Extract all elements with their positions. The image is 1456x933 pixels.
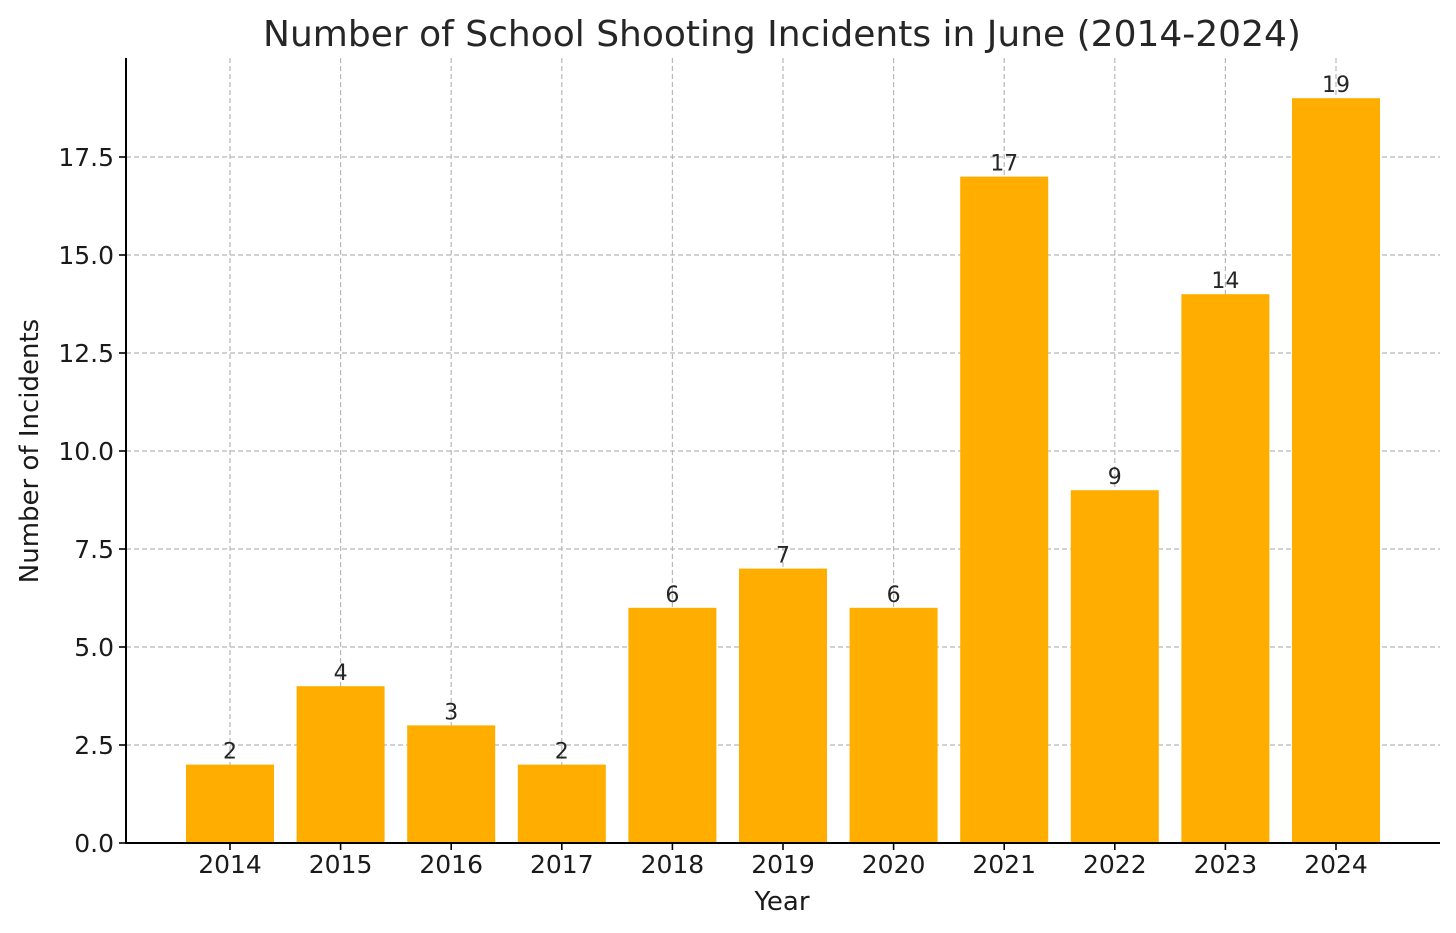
y-axis-label: Number of Incidents bbox=[15, 319, 45, 583]
x-tick-label: 2019 bbox=[751, 850, 815, 879]
data-label-2014: 2 bbox=[223, 740, 237, 765]
axes-layer: 0.0 2.5 5.0 7.5 10.0 12.5 15.0 17.5 2014 2015 2016… bbox=[58, 58, 1440, 879]
data-label-2023: 14 bbox=[1211, 269, 1239, 294]
y-tick-label: 5.0 bbox=[74, 633, 114, 662]
y-tick-label: 12.5 bbox=[58, 339, 114, 368]
y-tick-label: 10.0 bbox=[58, 437, 114, 466]
bar-2018 bbox=[628, 607, 717, 843]
y-tick-label: 2.5 bbox=[74, 731, 114, 760]
bar-2024 bbox=[1292, 98, 1380, 843]
x-tick-label: 2016 bbox=[419, 850, 483, 879]
bars-layer bbox=[186, 98, 1380, 844]
y-tick-label: 0.0 bbox=[74, 829, 114, 858]
data-label-2018: 6 bbox=[665, 583, 679, 608]
x-tick-label: 2022 bbox=[1083, 850, 1147, 879]
x-tick-label: 2024 bbox=[1304, 850, 1368, 879]
bar-2022 bbox=[1070, 490, 1159, 843]
bar-2015 bbox=[296, 686, 385, 843]
bar-2016 bbox=[407, 725, 496, 843]
x-tick-label: 2018 bbox=[641, 850, 705, 879]
bar-2019 bbox=[739, 568, 827, 843]
y-tick-label: 7.5 bbox=[74, 535, 114, 564]
bar-2014 bbox=[186, 764, 274, 843]
data-label-2015: 4 bbox=[334, 661, 348, 686]
x-tick-label: 2014 bbox=[198, 850, 262, 879]
x-tick-label: 2023 bbox=[1194, 850, 1258, 879]
data-label-2016: 3 bbox=[444, 700, 458, 725]
data-label-2022: 9 bbox=[1108, 465, 1122, 490]
chart-title: Number of School Shooting Incidents in J… bbox=[263, 14, 1301, 55]
x-tick-label: 2020 bbox=[862, 850, 926, 879]
data-label-2020: 6 bbox=[887, 583, 901, 608]
data-label-2024: 19 bbox=[1322, 73, 1350, 98]
data-label-2019: 7 bbox=[776, 544, 790, 569]
x-tick-label: 2017 bbox=[530, 850, 594, 879]
x-axis-label: Year bbox=[753, 887, 809, 917]
data-label-2021: 17 bbox=[990, 152, 1018, 177]
bar-2017 bbox=[517, 764, 606, 843]
bar-2021 bbox=[960, 176, 1049, 844]
y-tick-label: 15.0 bbox=[58, 241, 114, 270]
bar-2020 bbox=[849, 607, 938, 843]
x-tick-label: 2015 bbox=[309, 850, 373, 879]
bar-2023 bbox=[1181, 294, 1270, 843]
data-label-2017: 2 bbox=[555, 740, 569, 765]
x-tick-label: 2021 bbox=[972, 850, 1036, 879]
data-labels-layer: 2 4 3 2 6 7 6 17 9 14 19 bbox=[223, 73, 1350, 764]
y-tick-label: 17.5 bbox=[58, 143, 114, 172]
